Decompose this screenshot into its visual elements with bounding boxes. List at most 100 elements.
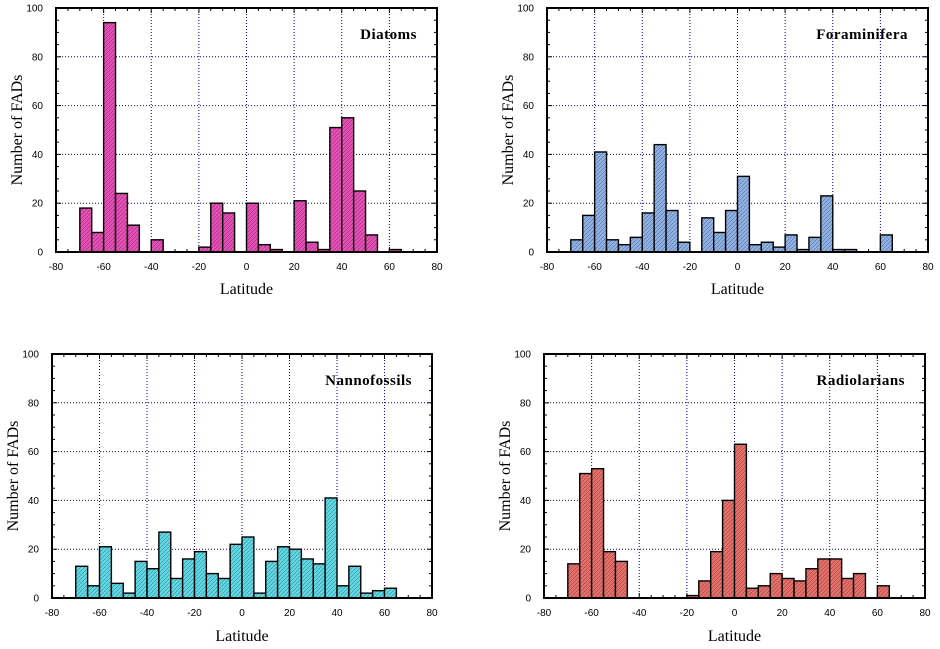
diatoms-x-tick-label: -40 [144, 262, 159, 273]
radiolarians-bar [757, 585, 771, 599]
radiolarians-bar [745, 587, 760, 599]
nannofossils-bar [383, 587, 398, 599]
foraminifera-x-tick-label: 20 [780, 262, 792, 273]
nannofossils-x-tick-label: 60 [379, 608, 391, 619]
nannofossils-x-tick-label: 20 [284, 608, 296, 619]
foraminifera-bar [677, 241, 691, 253]
nannofossils-bar [146, 568, 160, 599]
nannofossils-bar [312, 563, 326, 599]
nannofossils-bar [371, 589, 386, 599]
foraminifera-bar [570, 239, 584, 253]
diatoms-chart-title: Diatoms [360, 27, 417, 43]
diatoms-y-tick-label: 40 [32, 150, 44, 161]
foraminifera-y-tick-label: 60 [523, 101, 535, 112]
radiolarians-y-tick-label: 80 [520, 398, 532, 409]
foraminifera-x-tick-label: 0 [735, 262, 741, 273]
foraminifera-bar [629, 236, 643, 253]
foraminifera-bar [641, 212, 655, 253]
foraminifera-bar [820, 195, 834, 253]
diatoms-y-tick-label: 0 [37, 248, 43, 259]
radiolarians-bar [817, 558, 831, 599]
nannofossils-y-tick-label: 100 [22, 350, 39, 361]
nannofossils-bar [75, 565, 89, 599]
nannofossils-panel: -80 -60 -40 -20 0 20 40 60 80 0 20 40 60 80 100 Latitud… [5, 350, 438, 646]
foraminifera-x-tick-label: 60 [875, 262, 887, 273]
nannofossils-x-tick-label: -80 [45, 608, 60, 619]
foraminifera-y-tick-label: 40 [523, 150, 535, 161]
nannofossils-bar [170, 577, 184, 599]
radiolarians-bar [805, 568, 819, 599]
radiolarians-x-tick-label: 80 [919, 608, 931, 619]
foraminifera-bar [605, 239, 620, 253]
foraminifera-panel: -80 -60 -40 -20 0 20 40 60 80 0 20 40 60 80 100 Latitud… [500, 4, 934, 299]
foraminifera-bar [808, 236, 822, 253]
radiolarians-panel: -80 -60 -40 -20 0 20 40 60 80 0 20 40 60 80 100 Latitud… [497, 350, 931, 646]
radiolarians-x-tick-label: -40 [632, 608, 647, 619]
radiolarians-y-tick-label: 40 [520, 496, 532, 507]
nannofossils-bar [110, 582, 124, 599]
diatoms-bar [150, 239, 164, 253]
radiolarians-bar [793, 580, 807, 599]
nannofossils-y-axis-title: Number of FADs [5, 421, 22, 532]
diatoms-bar [341, 117, 355, 253]
diatoms-bar [245, 202, 260, 253]
radiolarians-bar [602, 550, 617, 599]
radiolarians-bar [721, 499, 736, 599]
nannofossils-bar [205, 572, 219, 599]
diatoms-bar [257, 243, 272, 253]
diatoms-bar [79, 207, 93, 253]
nannofossils-bar [324, 497, 338, 599]
radiolarians-x-axis-title: Latitude [708, 628, 761, 645]
nannofossils-y-tick-label: 0 [33, 594, 39, 605]
diatoms-y-tick-label: 20 [32, 199, 44, 210]
foraminifera-y-tick-label: 0 [528, 248, 534, 259]
radiolarians-bar [769, 572, 783, 599]
foraminifera-y-tick-label: 80 [523, 52, 535, 63]
nannofossils-x-tick-label: 80 [426, 608, 438, 619]
foraminifera-bar [653, 143, 667, 253]
nannofossils-bar [193, 550, 208, 599]
nannofossils-bar [276, 546, 291, 599]
diatoms-x-tick-label: 60 [384, 262, 396, 273]
foraminifera-x-tick-label: 80 [922, 262, 934, 273]
nannofossils-bar [241, 536, 255, 599]
diatoms-panel: -80 -60 -40 -20 0 20 40 60 80 0 20 40 60 80 100 Latitud… [9, 4, 443, 299]
foraminifera-x-axis-title: Latitude [711, 281, 764, 298]
foraminifera-bar [665, 209, 679, 253]
foraminifera-x-tick-label: 40 [827, 262, 839, 273]
foraminifera-bar [724, 209, 739, 253]
diatoms-x-tick-label: 40 [336, 262, 348, 273]
foraminifera-y-axis-title: Number of FADs [500, 75, 517, 186]
radiolarians-bar [614, 560, 629, 599]
radiolarians-y-axis-title: Number of FADs [497, 421, 514, 532]
radiolarians-x-tick-label: 0 [732, 608, 738, 619]
radiolarians-x-tick-label: 20 [777, 608, 789, 619]
diatoms-x-tick-label: 0 [244, 262, 250, 273]
radiolarians-bar [567, 563, 581, 599]
nannofossils-bar [288, 548, 303, 599]
foraminifera-x-tick-label: -60 [587, 262, 602, 273]
radiolarians-chart-title: Radiolarians [816, 373, 905, 389]
radiolarians-bar [709, 550, 724, 599]
foraminifera-bar [701, 217, 715, 253]
nannofossils-bar [98, 546, 113, 599]
nannofossils-bar [217, 577, 231, 599]
nannofossils-x-axis-title: Latitude [215, 628, 268, 645]
diatoms-x-tick-label: -20 [192, 262, 207, 273]
diatoms-x-tick-label: 80 [431, 262, 443, 273]
foraminifera-bar [736, 175, 751, 253]
diatoms-bar [210, 202, 224, 253]
radiolarians-x-tick-label: -80 [537, 608, 552, 619]
nannofossils-chart-title: Nannofossils [325, 373, 412, 389]
diatoms-x-tick-label: -80 [49, 262, 64, 273]
nannofossils-bar [181, 558, 196, 599]
radiolarians-bar [590, 467, 605, 599]
foraminifera-bar [760, 241, 774, 253]
nannofossils-x-tick-label: -20 [187, 608, 202, 619]
foraminifera-y-tick-label: 100 [517, 4, 534, 15]
diatoms-x-axis-title: Latitude [220, 281, 273, 298]
foraminifera-bar [593, 151, 608, 253]
diatoms-bar [352, 190, 367, 253]
diatoms-bar [293, 200, 307, 253]
radiolarians-x-tick-label: -20 [680, 608, 695, 619]
